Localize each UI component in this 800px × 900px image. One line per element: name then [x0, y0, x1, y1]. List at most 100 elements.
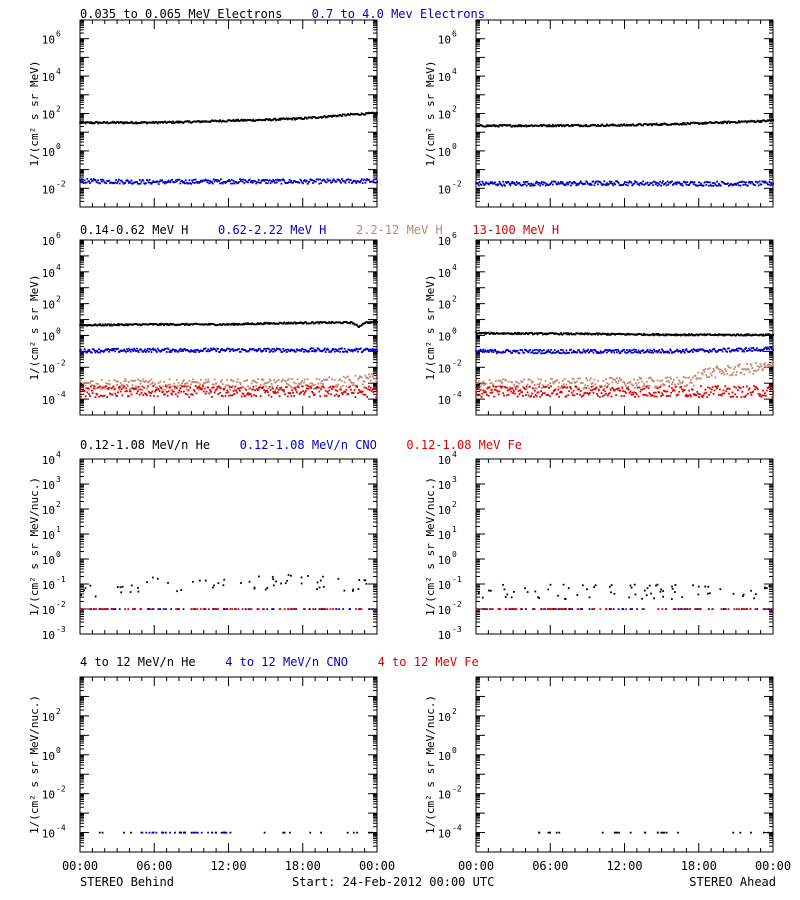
data-point — [230, 348, 233, 351]
data-point — [508, 350, 511, 353]
data-point — [163, 381, 165, 383]
data-point — [690, 349, 693, 351]
data-point — [313, 387, 315, 390]
data-point — [480, 395, 483, 398]
data-point — [97, 179, 100, 182]
data-point — [657, 182, 660, 185]
data-point — [90, 384, 93, 387]
data-point — [697, 184, 700, 187]
data-point — [119, 121, 122, 123]
data-point — [201, 179, 204, 182]
data-point — [737, 184, 740, 187]
data-point — [344, 181, 347, 184]
data-point — [553, 180, 556, 183]
data-point — [607, 349, 610, 352]
data-point — [536, 391, 539, 394]
data-point — [340, 322, 343, 324]
data-point — [265, 321, 267, 324]
data-point — [294, 389, 297, 391]
data-point — [684, 334, 687, 337]
data-point — [228, 179, 230, 181]
data-point — [622, 349, 625, 351]
data-point — [600, 123, 603, 126]
data-point — [619, 333, 622, 336]
data-point — [254, 389, 257, 392]
data-point — [257, 178, 260, 181]
data-point — [752, 183, 755, 185]
data-point — [679, 350, 682, 352]
data-point — [766, 346, 769, 349]
y-tick-label: 10 — [438, 362, 451, 375]
data-point — [232, 118, 235, 121]
data-point — [475, 124, 477, 127]
data-point — [652, 394, 654, 397]
data-point — [313, 322, 315, 325]
data-point — [767, 183, 770, 186]
data-point — [95, 324, 98, 327]
data-point — [127, 182, 130, 184]
data-point — [592, 391, 595, 394]
data-point — [315, 377, 318, 380]
data-point — [670, 181, 672, 183]
data-point — [112, 323, 115, 326]
data-point — [369, 386, 372, 389]
data-point — [169, 121, 172, 124]
data-point — [682, 180, 685, 183]
data-point — [625, 333, 627, 336]
data-point — [591, 382, 594, 384]
data-point — [737, 385, 740, 388]
data-point — [584, 391, 587, 394]
y-tick-label: 10 — [42, 299, 55, 312]
data-point — [688, 122, 691, 125]
data-point — [554, 332, 557, 335]
data-point — [771, 334, 774, 336]
data-point — [159, 179, 162, 182]
data-point — [280, 117, 283, 120]
data-point — [747, 347, 750, 350]
data-point — [303, 391, 306, 394]
data-point — [645, 385, 648, 388]
data-point — [204, 323, 207, 326]
series-0-7-to-4-0-mev-electrons — [475, 180, 774, 187]
data-point — [693, 374, 696, 377]
data-point — [272, 390, 275, 393]
data-point — [302, 348, 304, 351]
data-point — [641, 388, 644, 391]
data-point — [359, 348, 361, 350]
data-point — [668, 381, 671, 384]
data-point — [735, 121, 737, 124]
data-point — [728, 350, 731, 353]
data-point — [193, 181, 196, 184]
data-point — [300, 381, 303, 384]
data-point — [764, 346, 767, 349]
data-point — [119, 382, 122, 385]
data-point — [649, 123, 652, 126]
data-point — [155, 323, 158, 326]
data-point — [648, 123, 651, 126]
data-point — [251, 380, 254, 382]
data-point — [492, 385, 495, 388]
data-point — [602, 183, 605, 186]
data-point — [616, 124, 619, 127]
data-point — [137, 388, 140, 391]
data-point — [606, 182, 608, 185]
data-point — [674, 123, 677, 126]
y-tick-exponent: -4 — [452, 390, 462, 399]
data-point — [107, 382, 109, 385]
data-point — [712, 392, 715, 395]
data-point — [224, 323, 227, 326]
data-point — [752, 120, 755, 123]
data-point — [767, 364, 770, 366]
data-point — [204, 378, 207, 381]
data-point — [715, 120, 718, 123]
data-point — [483, 384, 486, 386]
data-point — [154, 383, 156, 385]
data-point — [190, 383, 193, 386]
data-point — [477, 394, 479, 397]
data-point — [702, 394, 705, 397]
data-point — [537, 332, 540, 335]
data-point — [734, 366, 737, 368]
data-point — [709, 350, 712, 353]
data-point — [763, 348, 765, 350]
data-point — [89, 395, 91, 397]
